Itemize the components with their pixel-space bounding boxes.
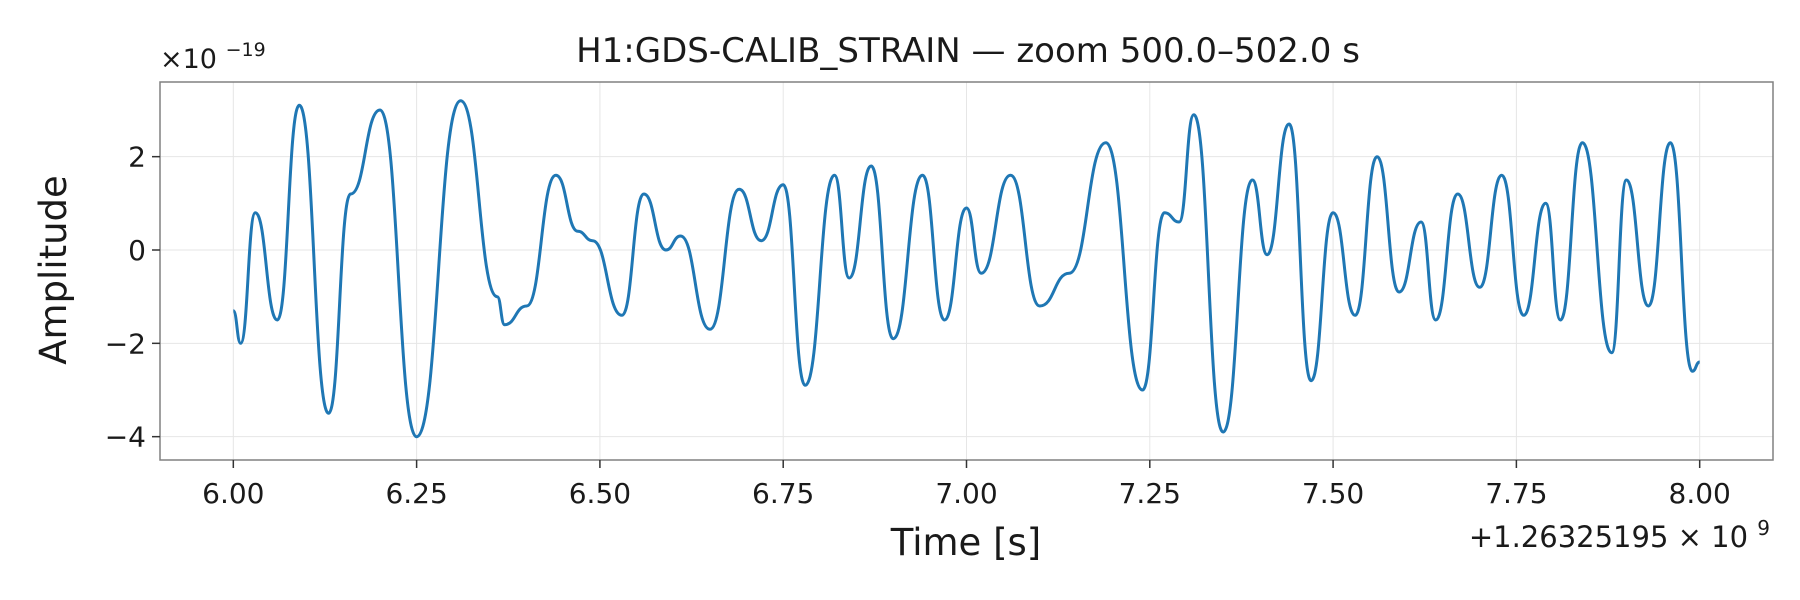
x-tick-label: 6.25 (385, 477, 447, 510)
x-axis: 6.00 6.25 6.50 6.75 7.00 7.25 7.50 7.75 8.00 (202, 460, 1731, 510)
x-offset-label: +1.26325195 × 10 9 (1469, 516, 1770, 554)
x-tick-label: 6.00 (202, 477, 264, 510)
x-offset-base: +1.26325195 × 10 (1469, 520, 1748, 554)
x-tick-label: 7.25 (1119, 477, 1181, 510)
y-tick-label: 0 (128, 234, 146, 267)
y-scale-label: ×10 −19 (160, 39, 266, 75)
y-scale-exponent: −19 (226, 39, 266, 61)
x-tick-label: 6.50 (569, 477, 631, 510)
y-tick-label: −2 (105, 327, 146, 360)
y-tick-label: 2 (128, 141, 146, 174)
x-axis-label: Time [s] (890, 521, 1041, 564)
svg-text:+1.26325195 × 10 9: +1.26325195 × 10 9 (1469, 516, 1770, 554)
x-tick-label: 7.75 (1485, 477, 1547, 510)
series-line (231, 99, 1701, 439)
svg-text:×10 −19: ×10 −19 (160, 39, 266, 75)
y-tick-label: −4 (105, 421, 146, 454)
y-axis-label: Amplitude (32, 175, 75, 365)
y-scale-base: ×10 (160, 44, 217, 75)
x-tick-label: 7.00 (935, 477, 997, 510)
x-tick-label: 8.00 (1669, 477, 1731, 510)
x-offset-exponent: 9 (1757, 516, 1770, 540)
x-tick-label: 6.75 (752, 477, 814, 510)
x-tick-label: 7.50 (1302, 477, 1364, 510)
data-series (231, 99, 1701, 439)
grid (160, 82, 1773, 460)
chart-title: H1:GDS-CALIB_STRAIN — zoom 500.0–502.0 s (576, 31, 1360, 71)
y-axis: 2 0 −2 −4 (105, 141, 160, 454)
